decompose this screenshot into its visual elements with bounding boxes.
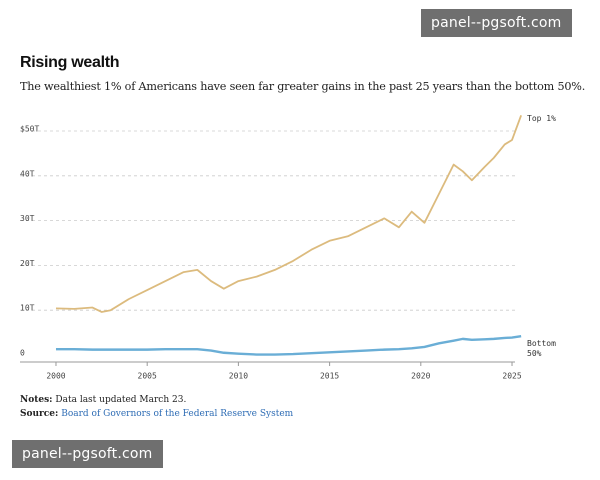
y-tick-label: 40T xyxy=(20,169,35,178)
y-tick-label: $50T xyxy=(20,125,39,134)
series-line xyxy=(55,115,522,313)
x-tick-label: 2010 xyxy=(229,372,248,381)
legend-label: Top 1% xyxy=(527,114,556,123)
x-tick-label: 2020 xyxy=(411,372,430,381)
notes-text: Data last updated March 23. xyxy=(55,395,187,405)
y-tick-label: 10T xyxy=(20,304,35,313)
legend-label: Bottom 50% xyxy=(527,339,556,358)
source: Source: Board of Governors of the Federa… xyxy=(20,409,293,419)
chart-title: Rising wealth xyxy=(20,54,120,71)
series-line xyxy=(55,334,522,356)
chart-subtitle: The wealthiest 1% of Americans have seen… xyxy=(20,80,586,93)
y-tick-label: 30T xyxy=(20,214,35,223)
watermark: panel--pgsoft.com xyxy=(421,9,572,37)
x-tick-label: 2015 xyxy=(320,372,339,381)
notes: Notes: Data last updated March 23. xyxy=(20,395,186,405)
x-tick-label: 2005 xyxy=(138,372,157,381)
y-tick-label: 0 xyxy=(20,349,25,358)
source-text[interactable]: Board of Governors of the Federal Reserv… xyxy=(61,409,294,419)
watermark: panel--pgsoft.com xyxy=(12,440,163,468)
x-tick-label: 2000 xyxy=(46,372,65,381)
notes-label: Notes: xyxy=(20,395,53,405)
x-tick-label: 2025 xyxy=(502,372,521,381)
source-label: Source: xyxy=(20,409,59,419)
y-tick-label: 20T xyxy=(20,259,35,268)
